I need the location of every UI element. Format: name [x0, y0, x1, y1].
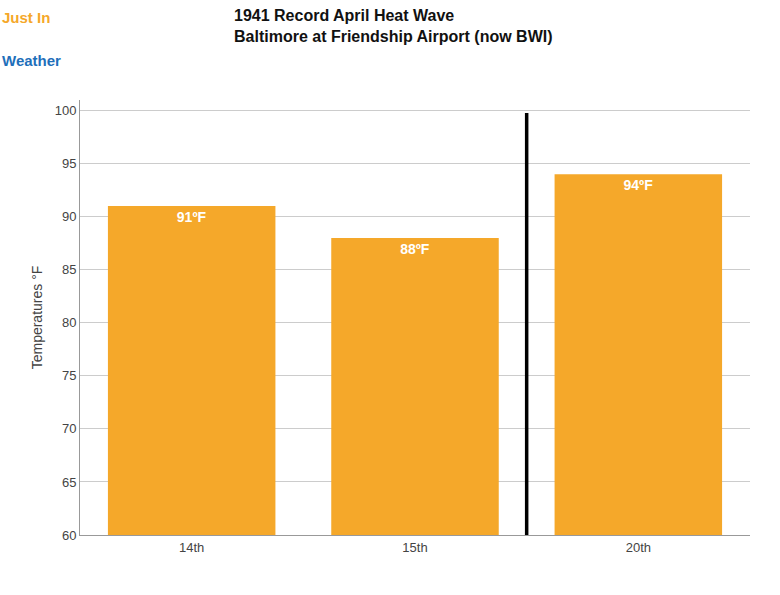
svg-text:65: 65 [62, 475, 76, 490]
svg-text:60: 60 [62, 528, 76, 543]
svg-text:15th: 15th [402, 540, 427, 555]
svg-text:1941 Record April Heat WaveBal: 1941 Record April Heat WaveBaltimore at … [234, 7, 553, 45]
svg-text:94ºF: 94ºF [623, 177, 653, 193]
svg-text:75: 75 [62, 368, 76, 383]
svg-text:91ºF: 91ºF [177, 209, 207, 225]
svg-text:Weather: Weather [2, 52, 61, 69]
svg-text:20th: 20th [626, 540, 651, 555]
svg-text:Just In: Just In [2, 9, 50, 26]
svg-text:88ºF: 88ºF [400, 241, 430, 257]
svg-text:90: 90 [62, 209, 76, 224]
svg-text:85: 85 [62, 262, 76, 277]
svg-text:Temperatures °F: Temperatures °F [29, 266, 45, 370]
svg-text:14th: 14th [179, 540, 204, 555]
svg-text:95: 95 [62, 156, 76, 171]
svg-text:80: 80 [62, 315, 76, 330]
svg-text:100: 100 [55, 103, 77, 118]
svg-text:70: 70 [62, 421, 76, 436]
